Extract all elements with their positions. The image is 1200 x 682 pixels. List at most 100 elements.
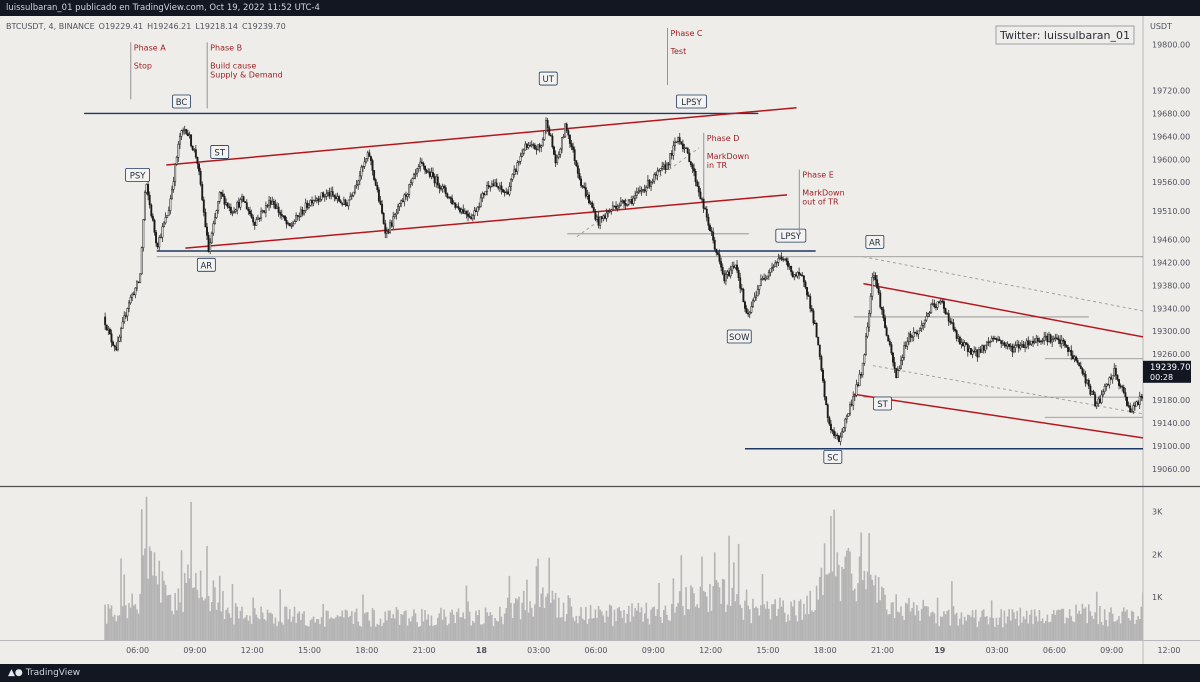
time-tick-label: 03:00: [986, 646, 1009, 655]
candle-body: [346, 204, 349, 207]
candle: [201, 181, 204, 202]
volume-bar: [549, 602, 552, 640]
volume-bar: [594, 609, 597, 640]
volume-bar: [717, 582, 719, 640]
candle: [817, 336, 820, 346]
candle: [578, 168, 581, 181]
candle-body: [143, 192, 146, 220]
candle: [471, 214, 474, 222]
volume-bar: [214, 587, 216, 640]
candle-body: [411, 178, 414, 184]
volume-bar: [486, 612, 488, 640]
volume-bar: [634, 608, 636, 640]
candle: [790, 265, 793, 276]
candle-body: [354, 185, 356, 193]
candle-body: [978, 349, 980, 358]
candle: [473, 206, 476, 220]
candle: [740, 283, 743, 292]
candle: [731, 261, 734, 275]
candle-body: [212, 223, 215, 234]
candle-body: [148, 194, 151, 206]
candle: [568, 134, 571, 149]
candle: [675, 140, 678, 144]
candle: [864, 332, 867, 356]
candle: [984, 344, 987, 354]
candle-body: [769, 268, 772, 273]
volume-bar: [777, 608, 780, 640]
candle-body: [634, 195, 637, 199]
volume-bar: [542, 587, 544, 640]
volume-bar: [502, 624, 504, 640]
volume-bar: [591, 618, 593, 640]
candle-body: [586, 194, 589, 197]
volume-bar: [986, 616, 988, 640]
candle-body: [673, 142, 676, 147]
candle: [1079, 361, 1082, 370]
candle: [338, 194, 341, 203]
candle-body: [618, 205, 621, 208]
candle-body: [151, 215, 154, 221]
volume-bar: [257, 617, 259, 640]
volume-bar: [444, 616, 447, 640]
candle-body: [758, 285, 761, 290]
volume-bar: [406, 625, 409, 640]
volume-bar: [788, 620, 791, 640]
candle: [909, 331, 912, 343]
volume-bar: [1021, 622, 1023, 640]
candle-body: [465, 210, 468, 215]
candle: [828, 415, 831, 426]
volume-bar: [303, 611, 305, 640]
candle: [468, 212, 471, 219]
volume-bar: [179, 602, 181, 640]
candle: [247, 206, 250, 215]
candle-body: [482, 192, 485, 196]
candle-body: [319, 199, 321, 202]
volume-bar: [1068, 609, 1071, 640]
candle-body: [1008, 343, 1011, 348]
volume-bar: [379, 618, 382, 640]
candle: [901, 354, 904, 366]
candle-body: [933, 303, 936, 308]
volume-bar: [564, 621, 566, 640]
candle-body: [233, 211, 236, 213]
volume-bar: [460, 617, 463, 640]
candle-body: [500, 185, 503, 190]
volume-bar: [599, 609, 601, 640]
candle-body: [1046, 335, 1049, 342]
volume-bar: [874, 575, 877, 640]
candle: [419, 157, 422, 172]
volume-bar: [392, 614, 395, 640]
volume-bar: [368, 620, 371, 640]
volume-bar: [285, 606, 288, 640]
candle: [1000, 340, 1003, 349]
volume-bar: [1132, 611, 1135, 640]
candle-body: [282, 215, 285, 217]
volume-bar: [876, 602, 878, 640]
volume-bar: [153, 552, 156, 640]
candle-body: [755, 295, 758, 298]
candle: [736, 259, 738, 274]
volume-bar: [893, 618, 896, 640]
volume-bar: [761, 573, 764, 640]
candle: [291, 220, 294, 228]
candle-body: [365, 158, 368, 163]
candle-body: [1070, 349, 1073, 356]
candle-body: [1106, 383, 1109, 386]
candle: [233, 207, 236, 214]
volume-bar: [279, 589, 282, 640]
candle-body: [1055, 337, 1058, 339]
volume-bar: [804, 614, 807, 640]
wyckoff-label-text: ST: [214, 148, 225, 158]
candle-body: [556, 156, 559, 164]
candle: [166, 214, 169, 218]
volume-bar: [787, 614, 789, 640]
candle-body: [172, 181, 175, 190]
candle: [753, 292, 756, 303]
volume-bar: [957, 625, 960, 640]
candle-body: [985, 341, 988, 346]
volume-bar: [408, 618, 410, 640]
volume-bar: [195, 572, 197, 640]
candle: [210, 231, 213, 245]
candle: [376, 181, 379, 193]
volume-bar: [911, 607, 913, 640]
